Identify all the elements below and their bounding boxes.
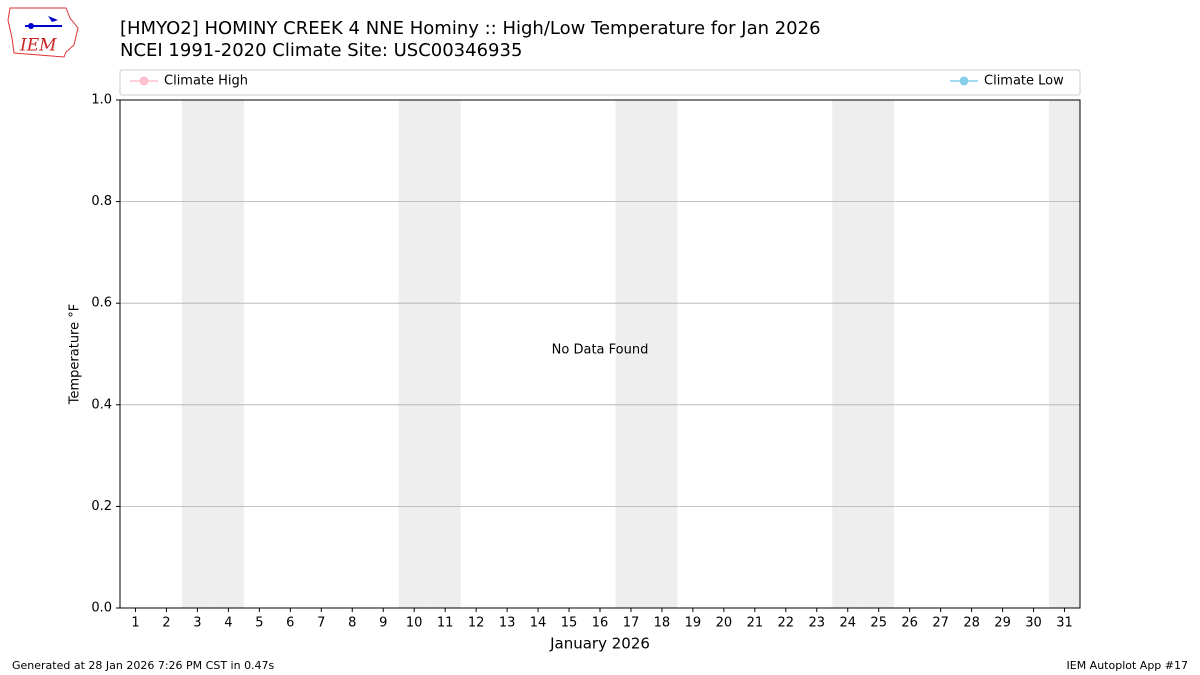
y-tick-label: 0.2: [91, 499, 112, 514]
x-tick-label: 19: [685, 616, 702, 631]
x-tick-label: 2: [162, 616, 170, 631]
x-tick-label: 20: [716, 616, 733, 631]
x-tick-label: 26: [901, 616, 918, 631]
legend-marker: [959, 76, 969, 86]
x-tick-label: 1: [131, 616, 139, 631]
x-tick-label: 12: [468, 616, 485, 631]
weekend-shade: [1049, 100, 1080, 608]
x-tick-label: 29: [994, 616, 1011, 631]
logo-flag: [48, 16, 58, 22]
x-axis-label: January 2026: [549, 635, 650, 653]
weekend-shade: [615, 100, 647, 608]
chart-subtitle: NCEI 1991-2020 Climate Site: USC00346935: [120, 40, 522, 61]
y-tick-label: 1.0: [91, 93, 112, 108]
x-tick-label: 9: [379, 616, 387, 631]
weekend-shade: [398, 100, 430, 608]
x-tick-label: 17: [623, 616, 640, 631]
logo: IEM: [7, 7, 79, 58]
y-axis-label: Temperature °F: [68, 304, 83, 405]
x-tick-label: 30: [1025, 616, 1042, 631]
footer-left: Generated at 28 Jan 2026 7:26 PM CST in …: [12, 659, 275, 672]
logo-dot: [28, 23, 34, 29]
y-tick-label: 0.8: [91, 194, 112, 209]
weekend-shade: [863, 100, 895, 608]
no-data-note: No Data Found: [552, 343, 649, 358]
x-tick-label: 10: [406, 616, 423, 631]
weekend-shade: [212, 100, 244, 608]
y-tick-label: 0.4: [91, 397, 112, 412]
x-tick-label: 22: [778, 616, 795, 631]
x-tick-label: 24: [839, 616, 856, 631]
x-tick-label: 25: [870, 616, 887, 631]
x-tick-label: 4: [224, 616, 232, 631]
x-tick-label: 28: [963, 616, 980, 631]
legend-box: [119, 69, 1081, 96]
x-tick-label: 6: [286, 616, 294, 631]
footer-right: IEM Autoplot App #17: [1067, 659, 1189, 672]
x-tick-label: 13: [499, 616, 516, 631]
weekend-shade: [832, 100, 864, 608]
y-tick-label: 0.0: [91, 601, 112, 616]
legend-label: Climate Low: [984, 74, 1064, 89]
legend-label: Climate High: [164, 74, 248, 89]
x-tick-label: 31: [1056, 616, 1073, 631]
x-tick-label: 11: [437, 616, 454, 631]
chart-title: [HMYO2] HOMINY CREEK 4 NNE Hominy :: Hig…: [120, 18, 821, 39]
x-tick-label: 3: [193, 616, 201, 631]
y-tick-label: 0.6: [91, 296, 112, 311]
logo-text: IEM: [19, 36, 57, 56]
x-tick-label: 21: [747, 616, 764, 631]
x-tick-label: 7: [317, 616, 325, 631]
x-tick-label: 16: [592, 616, 609, 631]
x-tick-label: 14: [530, 616, 547, 631]
weekend-shade: [429, 100, 461, 608]
legend-marker: [139, 76, 149, 86]
x-tick-label: 5: [255, 616, 263, 631]
weekend-shade: [646, 100, 678, 608]
x-tick-label: 23: [809, 616, 826, 631]
weekend-shade: [181, 100, 213, 608]
plot-frame: [119, 99, 1081, 609]
x-tick-label: 27: [932, 616, 949, 631]
x-tick-label: 15: [561, 616, 578, 631]
logo-outline: [7, 7, 79, 58]
x-tick-label: 18: [654, 616, 671, 631]
x-tick-label: 8: [348, 616, 356, 631]
